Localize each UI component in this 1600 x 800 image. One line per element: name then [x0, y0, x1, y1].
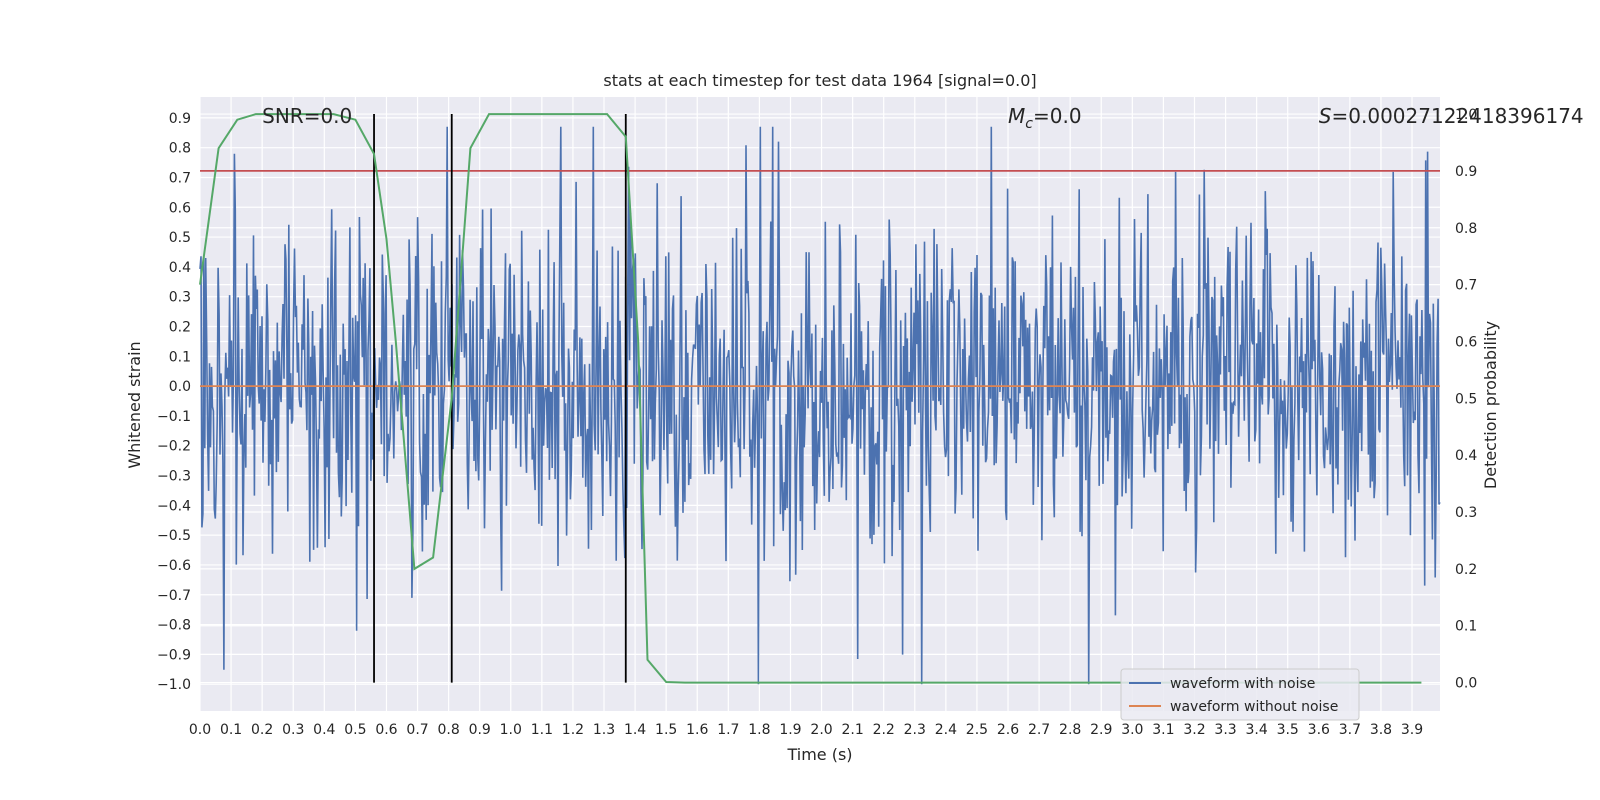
x-tick-label: 2.8	[1059, 722, 1081, 738]
x-axis-label: Time (s)	[786, 745, 852, 764]
y-tick-label: −0.6	[157, 558, 191, 574]
x-tick-label: 2.4	[935, 722, 957, 738]
y-tick-label: 0.6	[169, 200, 191, 216]
y2-tick-label: 0.9	[1455, 164, 1477, 180]
x-tick-label: 2.2	[873, 722, 895, 738]
x-tick-label: 3.9	[1401, 722, 1423, 738]
x-tick-label: 3.0	[1121, 722, 1143, 738]
y-tick-label: −0.4	[157, 498, 191, 514]
legend-label: waveform with noise	[1170, 676, 1315, 692]
x-tick-label: 0.9	[469, 722, 491, 738]
y-tick-label: 0.0	[169, 379, 191, 395]
x-tick-label: 0.1	[220, 722, 242, 738]
y-tick-label: −0.3	[157, 469, 191, 485]
y-tick-label: 0.4	[169, 260, 191, 276]
x-tick-label: 1.9	[779, 722, 801, 738]
legend: waveform with noise waveform without nois…	[1120, 668, 1360, 721]
detection-probability-line	[199, 113, 1422, 684]
x-tick-label: 0.0	[189, 722, 211, 738]
series-waveform-with-noise	[199, 126, 1441, 685]
y-tick-label: 0.2	[169, 320, 191, 336]
x-tick-label: 1.0	[500, 722, 522, 738]
chart-title: stats at each timestep for test data 196…	[603, 71, 1036, 90]
x-tick-label: 3.6	[1308, 722, 1330, 738]
x-tick-label: 1.7	[717, 722, 739, 738]
x-tick-label: 2.5	[966, 722, 988, 738]
x-tick-label: 3.2	[1183, 722, 1205, 738]
y-tick-label: 0.8	[169, 141, 191, 157]
x-tick-label: 1.4	[624, 722, 646, 738]
y2-axis-label: Detection probability	[1481, 321, 1500, 489]
x-tick-label: 3.1	[1152, 722, 1174, 738]
x-tick-label: 2.6	[997, 722, 1019, 738]
y-tick-label: −0.1	[157, 409, 191, 425]
y2-tick-label: 0.5	[1455, 391, 1477, 407]
x-tick-label: 1.1	[531, 722, 553, 738]
snr-annotation: SNR=0.0	[262, 104, 352, 128]
y-tick-label: 0.3	[169, 290, 191, 306]
y-tick-label: −0.5	[157, 528, 191, 544]
x-tick-label: 0.6	[375, 722, 397, 738]
chirp-mass-annotation: Mc=0.0	[1008, 104, 1082, 132]
y2-tick-label: 1.0	[1455, 107, 1477, 123]
y-axis-label: Whitened strain	[125, 341, 144, 468]
x-tick-label: 0.5	[344, 722, 366, 738]
annotations: SNR=0.0 Mc=0.0 S=0.00027122418396174	[262, 104, 1584, 132]
x-tick-label: 2.0	[810, 722, 832, 738]
y-tick-label: −0.9	[157, 647, 191, 663]
y-tick-label: 0.9	[169, 111, 191, 127]
x-tick-label: 2.7	[1028, 722, 1050, 738]
axis-ticks: 0.0 0.1 0.2 0.3 0.4 0.5 0.6 0.7 0.8 0.9 1.0 1.1 1.2 1…	[157, 107, 1477, 738]
x-tick-label: 3.7	[1339, 722, 1361, 738]
y2-tick-label: 0.2	[1455, 562, 1477, 578]
y-tick-label: 0.7	[169, 170, 191, 186]
legend-label: waveform without noise	[1170, 699, 1338, 715]
y-tick-label: 0.5	[169, 230, 191, 246]
y-tick-label: 0.1	[169, 349, 191, 365]
x-tick-label: 1.3	[593, 722, 615, 738]
x-tick-label: 0.7	[406, 722, 428, 738]
y2-tick-label: 0.7	[1455, 278, 1477, 294]
x-tick-label: 0.4	[313, 722, 335, 738]
x-tick-label: 1.6	[686, 722, 708, 738]
x-tick-label: 3.8	[1370, 722, 1392, 738]
x-tick-label: 3.4	[1246, 722, 1268, 738]
x-tick-label: 3.3	[1214, 722, 1236, 738]
x-tick-label: 0.2	[251, 722, 273, 738]
y-tick-label: −0.8	[157, 618, 191, 634]
y-tick-label: −1.0	[157, 677, 191, 693]
y2-tick-label: 0.6	[1455, 334, 1477, 350]
x-tick-label: 1.8	[748, 722, 770, 738]
y-tick-label: −0.7	[157, 588, 191, 604]
x-tick-label: 2.3	[904, 722, 926, 738]
x-tick-label: 1.2	[562, 722, 584, 738]
x-tick-label: 2.1	[841, 722, 863, 738]
score-annotation: S=0.00027122418396174	[1319, 104, 1584, 128]
x-tick-label: 3.5	[1277, 722, 1299, 738]
y2-tick-label: 0.4	[1455, 448, 1477, 464]
y2-tick-label: 0.0	[1455, 676, 1477, 692]
legend-box	[1120, 668, 1360, 721]
y-tick-label: −0.2	[157, 439, 191, 455]
x-tick-label: 2.9	[1090, 722, 1112, 738]
y2-tick-label: 0.1	[1455, 619, 1477, 635]
x-tick-label: 1.5	[655, 722, 677, 738]
x-tick-label: 0.8	[437, 722, 459, 738]
x-tick-label: 0.3	[282, 722, 304, 738]
noise-waveform-line	[199, 126, 1441, 685]
y2-tick-label: 0.8	[1455, 221, 1477, 237]
overlay-lines	[199, 113, 1440, 684]
y2-tick-label: 0.3	[1455, 505, 1477, 521]
